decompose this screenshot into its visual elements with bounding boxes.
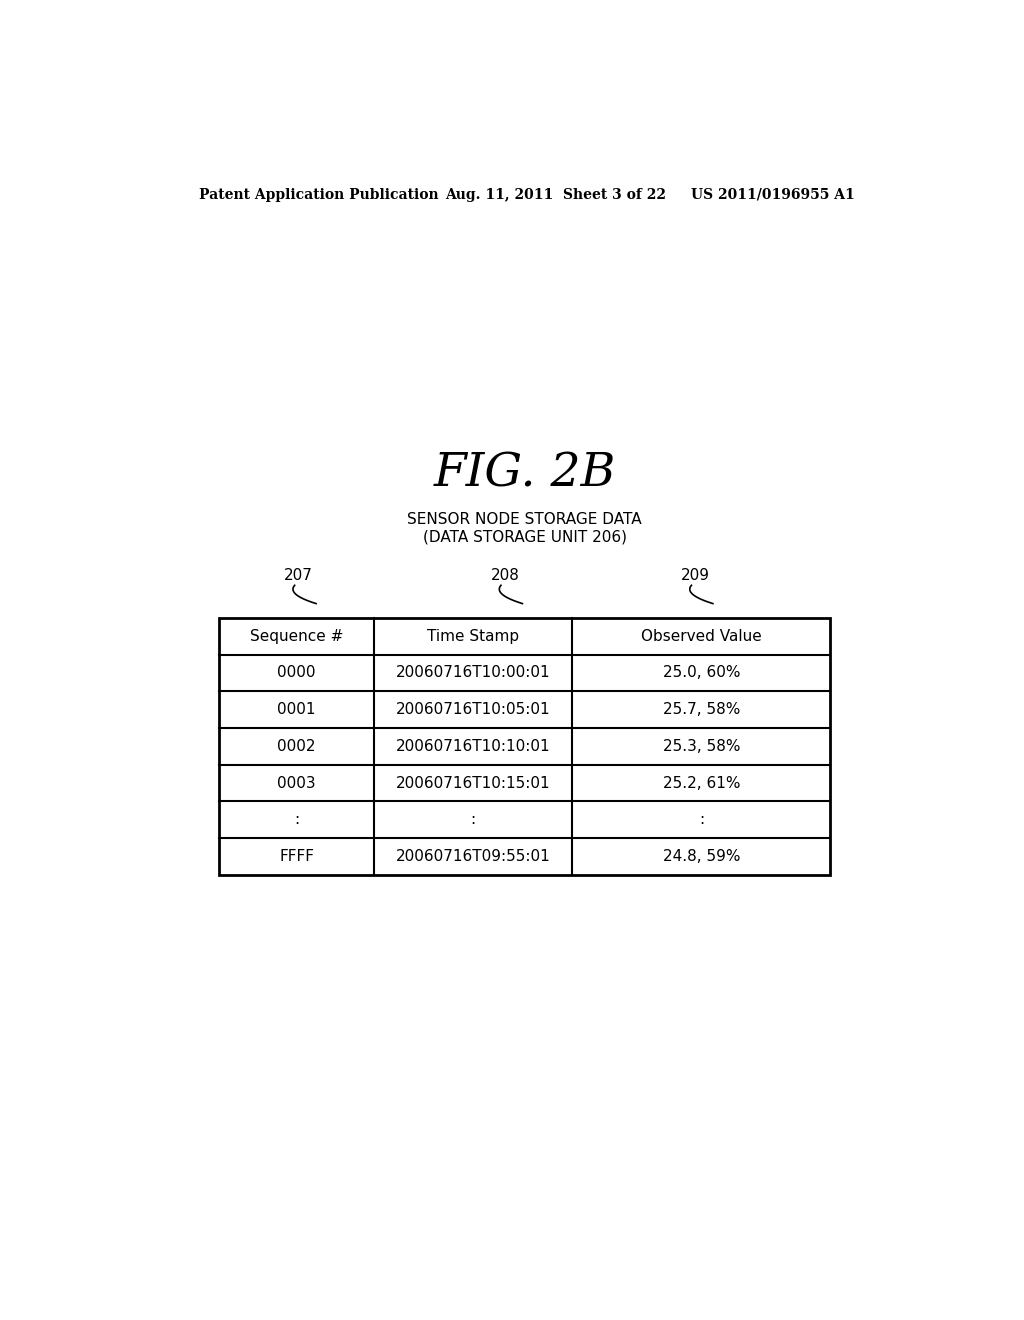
- Text: 207: 207: [285, 568, 313, 582]
- Text: US 2011/0196955 A1: US 2011/0196955 A1: [691, 187, 855, 202]
- Text: 20060716T10:15:01: 20060716T10:15:01: [396, 776, 551, 791]
- Text: 0002: 0002: [278, 739, 315, 754]
- Text: 20060716T10:10:01: 20060716T10:10:01: [396, 739, 551, 754]
- Text: :: :: [294, 812, 299, 828]
- Text: 20060716T09:55:01: 20060716T09:55:01: [396, 849, 551, 865]
- Text: 25.0, 60%: 25.0, 60%: [663, 665, 740, 680]
- Text: 209: 209: [681, 568, 710, 582]
- Text: 20060716T10:05:01: 20060716T10:05:01: [396, 702, 551, 717]
- Text: 25.7, 58%: 25.7, 58%: [663, 702, 740, 717]
- Text: FFFF: FFFF: [280, 849, 314, 865]
- Text: 0001: 0001: [278, 702, 315, 717]
- Text: FIG. 2B: FIG. 2B: [433, 451, 616, 496]
- Text: 25.2, 61%: 25.2, 61%: [663, 776, 740, 791]
- Text: Patent Application Publication: Patent Application Publication: [200, 187, 439, 202]
- Text: 208: 208: [490, 568, 519, 582]
- Text: 0003: 0003: [278, 776, 316, 791]
- Text: :: :: [471, 812, 476, 828]
- Bar: [219, 618, 830, 875]
- Text: 20060716T10:00:01: 20060716T10:00:01: [396, 665, 551, 680]
- Text: 0000: 0000: [278, 665, 315, 680]
- Text: Aug. 11, 2011  Sheet 3 of 22: Aug. 11, 2011 Sheet 3 of 22: [445, 187, 667, 202]
- Text: Time Stamp: Time Stamp: [427, 628, 519, 644]
- Text: 25.3, 58%: 25.3, 58%: [663, 739, 740, 754]
- Text: SENSOR NODE STORAGE DATA: SENSOR NODE STORAGE DATA: [408, 512, 642, 527]
- Text: Sequence #: Sequence #: [250, 628, 343, 644]
- Text: 24.8, 59%: 24.8, 59%: [663, 849, 740, 865]
- Text: Observed Value: Observed Value: [641, 628, 762, 644]
- Text: :: :: [698, 812, 703, 828]
- Text: (DATA STORAGE UNIT 206): (DATA STORAGE UNIT 206): [423, 529, 627, 544]
